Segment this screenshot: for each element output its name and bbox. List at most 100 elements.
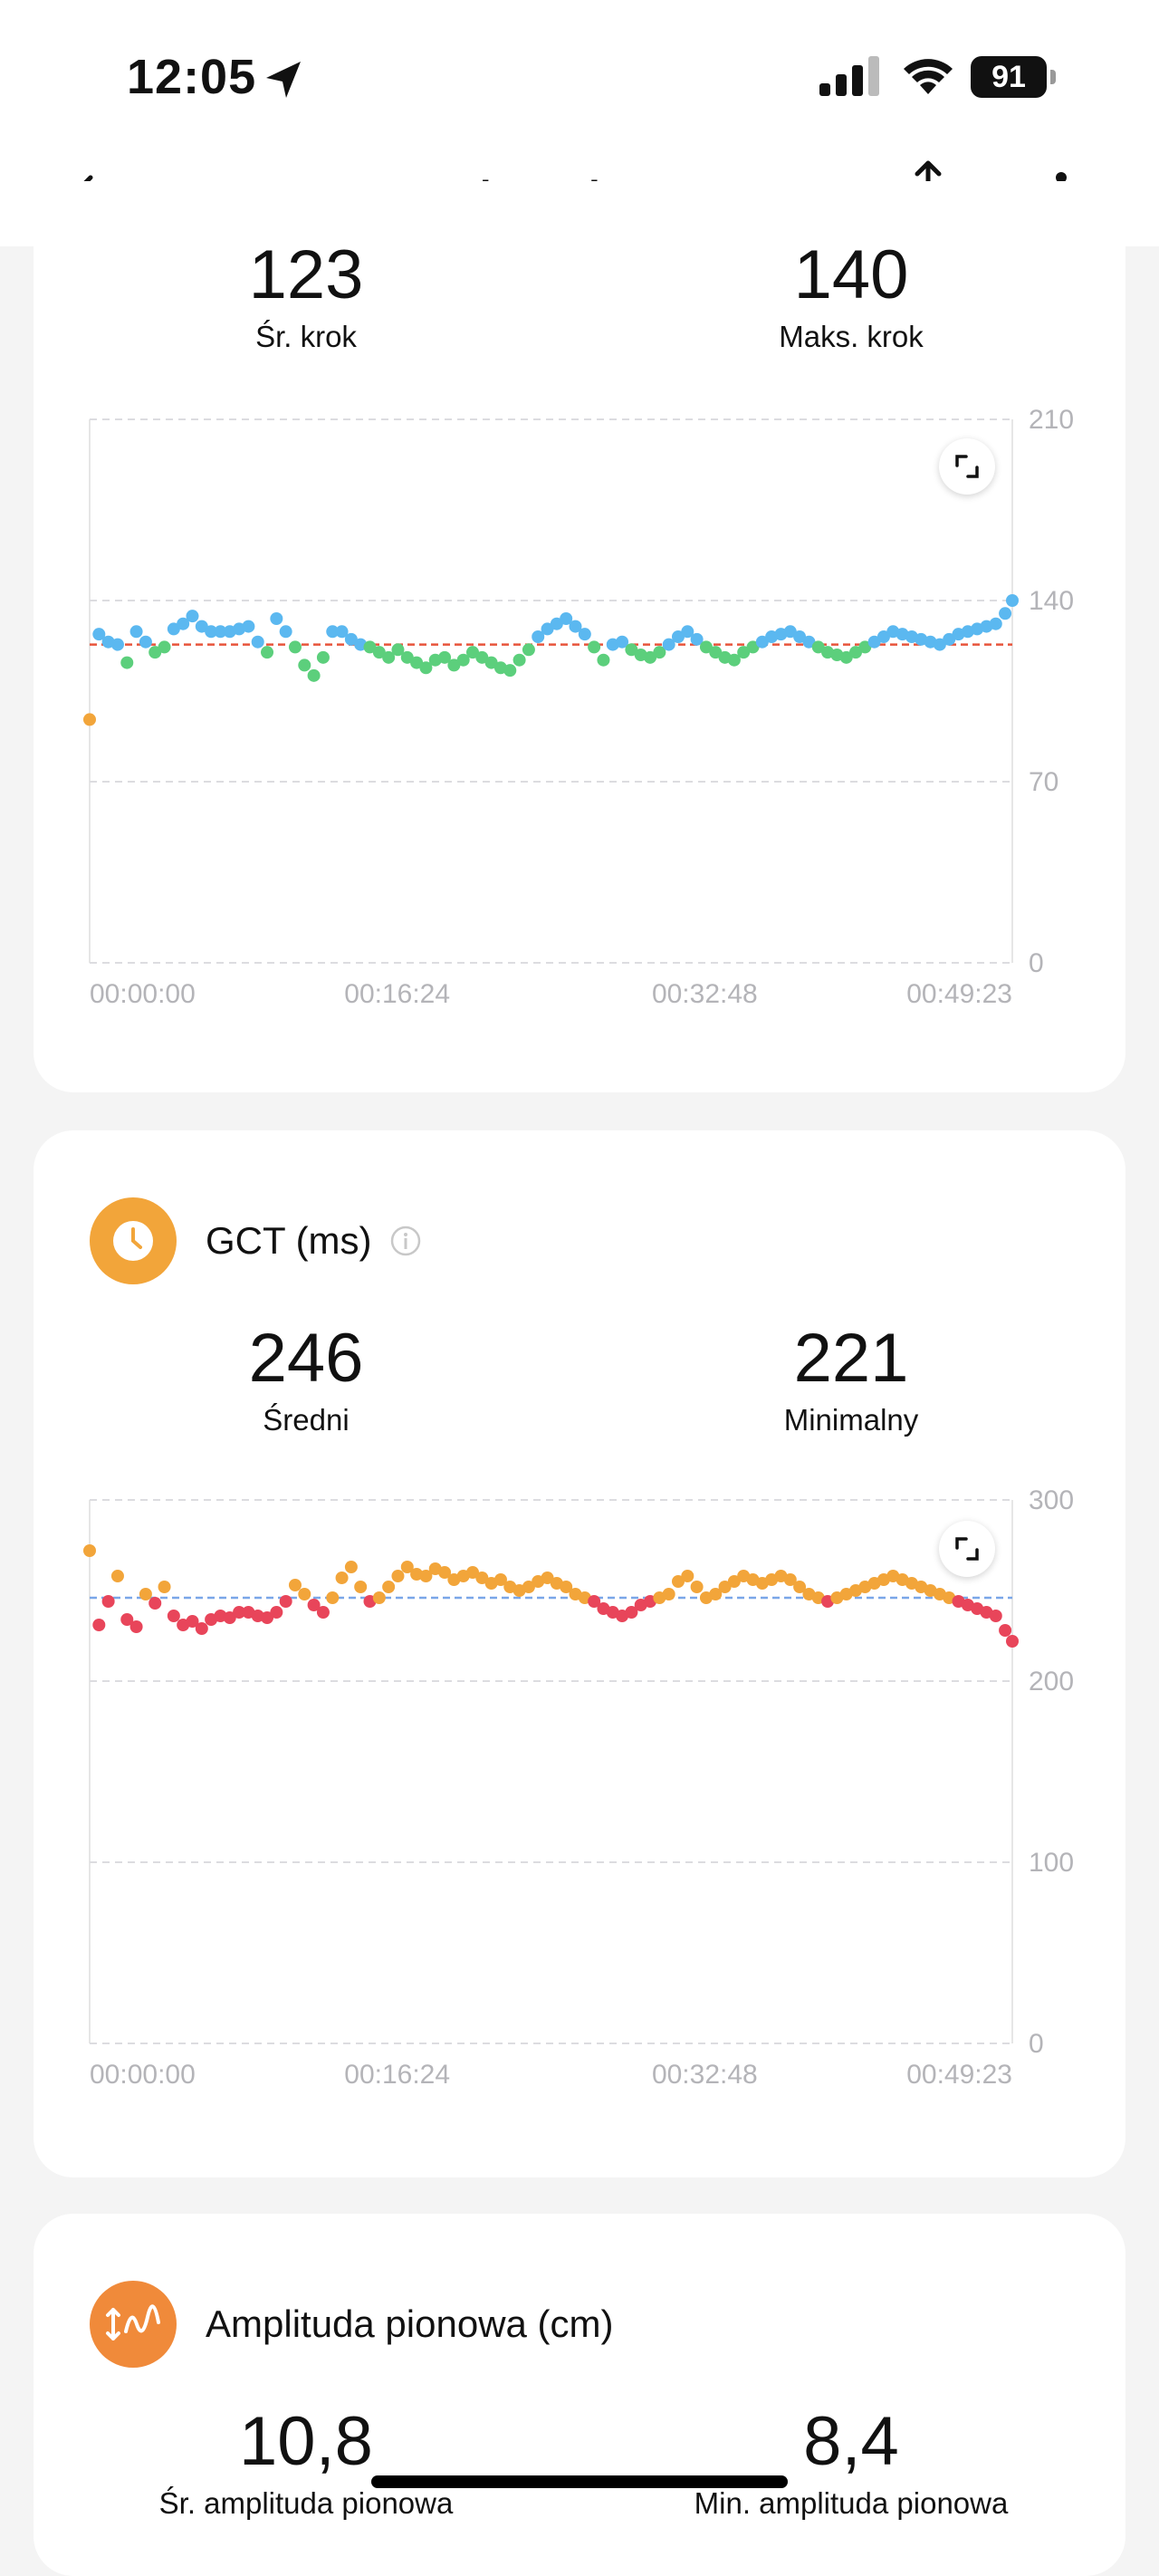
cadence-data-point — [597, 653, 610, 667]
gct-data-point — [382, 1581, 396, 1593]
cadence-chart: 0 70 140 210 00:00:00 00:16:24 00:32:48 00:49:2… — [83, 405, 1074, 1009]
gct-data-point — [662, 1588, 675, 1600]
cadence-data-point — [391, 643, 405, 657]
gct-data-point — [186, 1615, 199, 1628]
cadence-data-point — [522, 643, 535, 657]
gct-x-tick-label: 00:49:23 — [906, 2060, 1012, 2090]
vertical-oscillation-card: Amplituda pionowa (cm) 10,8 Śr. amplitud… — [34, 2214, 1125, 2576]
gct-data-point — [344, 1561, 358, 1573]
gct-data-point — [279, 1595, 292, 1608]
gct-avg-stat: 246 Średni — [125, 1321, 487, 1438]
cadence-data-point — [242, 620, 255, 633]
vertical-min-stat: 8,4 Min. amplituda pionowa — [670, 2404, 1032, 2522]
gct-data-point — [326, 1591, 340, 1604]
cadence-data-point — [943, 632, 956, 646]
cadence-data-point — [158, 640, 171, 654]
expand-icon — [955, 455, 979, 478]
gct-expand-button[interactable] — [939, 1521, 995, 1577]
gct-data-point — [999, 1624, 1012, 1637]
battery-level: 91 — [971, 56, 1047, 98]
gct-data-point — [466, 1566, 480, 1579]
gct-y-tick-label: 0 — [1029, 2029, 1044, 2059]
vertical-wave-icon — [90, 2281, 177, 2368]
cadence-x-tick-label: 00:00:00 — [90, 979, 196, 1009]
cadence-data-point — [186, 610, 199, 623]
cadence-data-point — [783, 625, 797, 639]
gct-data-point — [92, 1619, 106, 1631]
vertical-header: Amplituda pionowa (cm) — [90, 2281, 995, 2368]
cadence-data-point — [653, 646, 666, 659]
cadence-x-tick-label: 00:16:24 — [344, 979, 450, 1009]
cadence-data-point — [849, 646, 863, 659]
info-icon[interactable] — [389, 1225, 422, 1257]
gct-data-point — [718, 1581, 732, 1593]
cadence-data-point — [1006, 594, 1019, 607]
gct-data-point — [110, 1570, 124, 1582]
cadence-data-point — [484, 656, 498, 669]
cadence-data-point — [195, 620, 208, 633]
gct-card: GCT (ms) 246 Średni 221 Minimalny 0 100 20… — [34, 1130, 1125, 2177]
cadence-data-point — [578, 628, 591, 641]
gct-data-point — [793, 1581, 807, 1593]
cadence-data-point — [550, 617, 563, 630]
cadence-data-point — [382, 650, 396, 664]
cadence-data-point — [251, 635, 264, 649]
gct-data-point — [475, 1572, 489, 1584]
cadence-expand-button[interactable] — [939, 438, 995, 495]
gct-x-tick-label: 00:32:48 — [652, 2060, 758, 2090]
cadence-data-point — [316, 650, 330, 664]
cadence-data-point — [279, 625, 292, 639]
home-indicator — [371, 2475, 788, 2488]
cadence-data-point — [746, 640, 760, 654]
gct-data-point — [560, 1581, 573, 1593]
gct-data-point — [335, 1572, 349, 1584]
cadence-data-point — [690, 632, 704, 646]
cadence-data-point — [512, 653, 526, 667]
vertical-avg-label: Śr. amplituda pionowa — [158, 2486, 454, 2520]
cadence-data-point — [205, 625, 218, 639]
gct-data-point — [120, 1613, 134, 1626]
cadence-data-point — [326, 625, 340, 639]
cadence-data-point — [139, 635, 152, 649]
cadence-data-point — [475, 650, 489, 664]
cadence-avg-label: Śr. krok — [255, 320, 357, 353]
cadence-y-tick-label: 140 — [1029, 586, 1074, 616]
cadence-data-point — [363, 640, 377, 654]
cadence-data-point — [727, 653, 741, 667]
cadence-data-point — [662, 638, 675, 651]
cadence-data-point — [410, 656, 424, 669]
cadence-data-point — [755, 635, 769, 649]
cadence-data-point — [933, 638, 946, 651]
gct-data-point — [83, 1544, 96, 1557]
gct-data-point — [1006, 1635, 1019, 1648]
cadence-card: 123 Śr. krok 140 Maks. krok 0 70 140 210 00:… — [34, 181, 1125, 1092]
gct-data-point — [101, 1595, 115, 1608]
cadence-x-tick-label: 00:49:23 — [906, 979, 1012, 1009]
cadence-data-point — [288, 640, 302, 654]
cadence-data-point — [372, 646, 386, 659]
cadence-data-point — [419, 661, 433, 675]
cadence-data-point — [858, 640, 872, 654]
cadence-data-point — [438, 650, 452, 664]
cadence-data-point — [148, 646, 162, 659]
gct-data-point — [522, 1581, 535, 1593]
gct-data-point — [372, 1591, 386, 1604]
gct-data-point — [298, 1588, 311, 1600]
cadence-data-point — [177, 617, 190, 630]
gct-data-point — [438, 1566, 452, 1579]
gct-data-point — [989, 1610, 1002, 1622]
cadence-data-point — [400, 650, 414, 664]
wifi-icon — [904, 59, 953, 94]
cadence-data-point — [737, 646, 751, 659]
gct-data-point — [139, 1588, 152, 1600]
battery-indicator: 91 — [971, 56, 1058, 98]
cadence-data-point — [709, 646, 723, 659]
gct-header: GCT (ms) — [90, 1197, 995, 1284]
cadence-y-tick-label: 70 — [1029, 767, 1058, 797]
cadence-data-point — [793, 630, 807, 643]
cadence-data-point — [588, 640, 601, 654]
cadence-data-point — [625, 643, 638, 657]
cadence-data-point — [532, 630, 545, 643]
cadence-max-stat: 140 Maks. krok — [670, 237, 1032, 355]
gct-data-point — [783, 1573, 797, 1586]
